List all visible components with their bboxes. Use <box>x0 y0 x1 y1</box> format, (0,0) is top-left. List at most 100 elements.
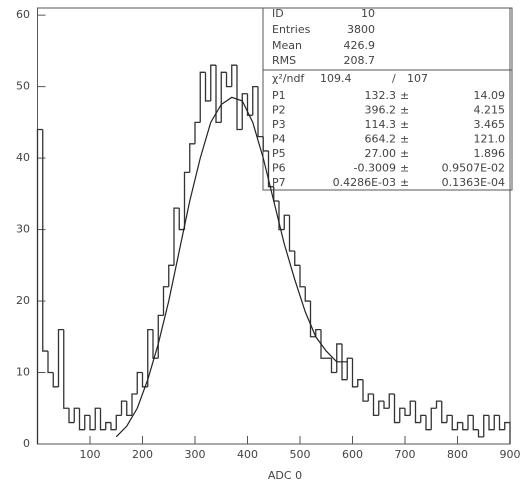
histogram-bin <box>210 64 216 101</box>
histogram-bin <box>246 93 253 116</box>
param-error: 0.9507E-02 <box>442 162 505 175</box>
histogram-bin <box>288 215 295 252</box>
x-tick-label: 400 <box>237 448 258 461</box>
histogram-bin <box>231 64 237 87</box>
histogram-bin <box>488 415 495 431</box>
histogram-bin <box>320 329 327 359</box>
stats-label: Entries <box>272 23 311 36</box>
param-name: P6 <box>272 162 286 175</box>
histogram-bin <box>236 65 243 131</box>
histogram-bin <box>420 414 426 423</box>
histogram-bin <box>498 415 505 431</box>
histogram-bin <box>152 329 159 359</box>
x-tick-label: 500 <box>290 448 311 461</box>
histogram-bin <box>157 314 164 359</box>
histogram-bin <box>430 407 437 430</box>
histogram-bin <box>393 393 400 424</box>
histogram-bin <box>262 136 269 152</box>
histogram-bin <box>451 415 458 431</box>
histogram-bin <box>367 393 374 402</box>
histogram-bin <box>47 351 54 374</box>
histogram-bin <box>173 207 180 266</box>
histogram-bin <box>446 414 453 423</box>
histogram-bin <box>441 401 447 424</box>
histogram-bin <box>36 128 43 444</box>
histogram-bin <box>68 408 75 424</box>
chi2-label: χ²/ndf <box>272 72 305 85</box>
histogram-bin <box>467 414 474 430</box>
param-value: 27.00 <box>365 147 397 160</box>
stats-label: Mean <box>272 39 302 52</box>
histogram-bin <box>199 71 206 123</box>
histogram-bin <box>330 358 337 374</box>
histogram-bin <box>456 421 463 430</box>
histogram-bin <box>493 414 500 430</box>
histogram-bin <box>52 372 59 388</box>
stats-value: 10 <box>361 7 375 20</box>
x-tick-label: 700 <box>395 448 416 461</box>
param-error: 121.0 <box>474 133 506 146</box>
param-name: P5 <box>272 147 286 160</box>
histogram-bin <box>388 393 395 409</box>
param-name: P4 <box>272 133 286 146</box>
histogram-bin <box>183 171 190 230</box>
histogram-bin <box>204 72 211 102</box>
param-value: 114.3 <box>365 118 397 131</box>
param-error: 1.896 <box>474 147 506 160</box>
histogram-bin <box>215 65 222 124</box>
histogram-bin <box>435 400 442 409</box>
x-tick-label: 900 <box>500 448 521 461</box>
param-error: 14.09 <box>474 89 506 102</box>
histogram-bin <box>89 415 96 431</box>
x-tick-label: 200 <box>132 448 153 461</box>
x-tick-label: 800 <box>447 448 468 461</box>
histogram-bin <box>409 400 416 416</box>
histogram-bin <box>483 414 489 437</box>
param-name: P2 <box>272 104 286 117</box>
x-axis-label: ADC 0 <box>268 469 302 482</box>
param-value: 0.4286E-03 <box>333 176 396 189</box>
param-name: P3 <box>272 118 286 131</box>
histogram-bin <box>294 251 300 266</box>
histogram-bin <box>94 407 101 430</box>
histogram-bin <box>425 415 432 431</box>
param-pm: ± <box>400 176 409 189</box>
histogram-bin <box>84 414 90 430</box>
param-pm: ± <box>400 147 409 160</box>
stats-label: RMS <box>272 54 296 67</box>
histogram-bin <box>472 415 479 431</box>
param-pm: ± <box>400 118 409 131</box>
histogram-bin <box>168 264 174 287</box>
histogram-bin <box>362 379 369 402</box>
y-tick-label: 0 <box>23 437 30 450</box>
histogram-bin <box>351 358 358 388</box>
histogram-bin <box>178 208 185 231</box>
histogram-bin <box>57 328 64 387</box>
param-error: 4.215 <box>474 104 506 117</box>
fit-curve <box>115 96 348 438</box>
histogram-bin <box>462 422 468 431</box>
histogram-bin <box>136 371 143 394</box>
y-tick-label: 20 <box>16 294 30 307</box>
param-name: P7 <box>272 176 286 189</box>
histogram-bin <box>241 93 248 130</box>
y-tick-label: 30 <box>16 223 30 236</box>
chi2-value: 109.4 <box>320 72 352 85</box>
x-tick-label: 300 <box>185 448 206 461</box>
histogram-bin <box>126 401 132 417</box>
histogram-bin <box>283 214 290 230</box>
param-value: 396.2 <box>365 104 397 117</box>
stats-label: ID <box>272 7 284 20</box>
histogram-bin <box>162 286 169 316</box>
param-value: 132.3 <box>365 89 397 102</box>
y-tick-label: 10 <box>16 366 30 379</box>
histogram-bin <box>414 401 421 424</box>
histogram-bin <box>257 86 264 138</box>
histogram-bin <box>78 408 85 431</box>
histogram-bin <box>194 121 201 144</box>
histogram-bin <box>267 150 274 188</box>
histogram-bin <box>63 329 69 409</box>
histogram-bin <box>115 414 122 430</box>
histogram-bin <box>141 372 148 388</box>
param-value: 664.2 <box>365 133 397 146</box>
